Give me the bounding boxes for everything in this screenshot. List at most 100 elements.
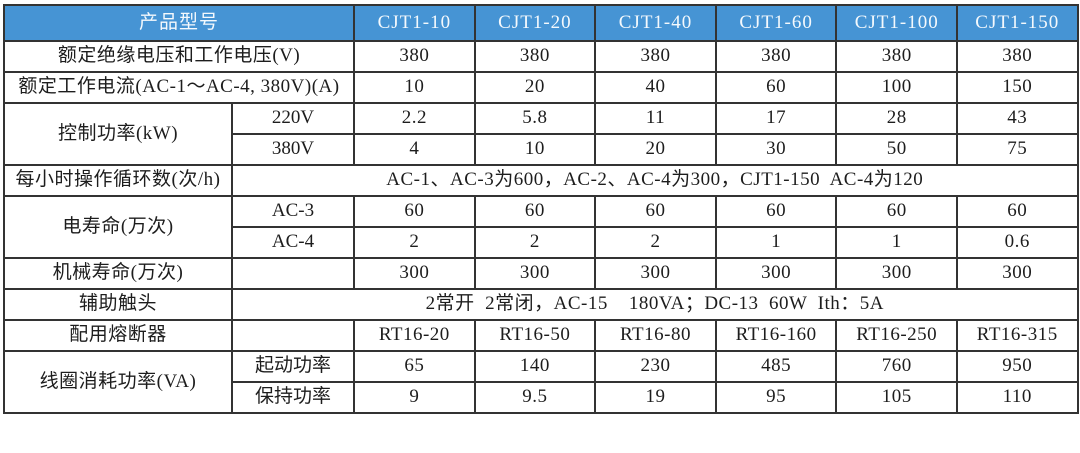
row-label: 辅助触头	[3, 288, 233, 321]
table-row: AC-4 2 2 2 1 1 0.6	[4, 226, 1079, 259]
value-cell: RT16-250	[835, 319, 958, 352]
value-cell: 4	[353, 133, 476, 166]
row-label: 线圈消耗功率(VA)	[3, 350, 233, 414]
value-cell: 300	[473, 257, 597, 290]
value-cell: 300	[835, 257, 958, 290]
value-cell: 380	[594, 40, 717, 73]
table-row: 额定工作电流(AC-1～AC-4, 380V)(A) 10 20 40 60 100 150	[2, 71, 1079, 104]
sub-label: 起动功率	[230, 350, 356, 383]
table-row: 额定绝缘电压和工作电压(V) 380 380 380 380 380 380	[2, 40, 1079, 73]
table-row: 机械寿命(万次) 300 300 300 300 300 300	[3, 257, 1079, 290]
value-cell: 60	[473, 195, 597, 228]
value-cell: 380	[353, 40, 476, 73]
empty-cell	[230, 257, 356, 290]
value-cell: 20	[594, 133, 717, 166]
value-cell: 60	[714, 71, 838, 104]
value-cell: RT16-20	[353, 319, 476, 352]
value-cell: 300	[353, 257, 476, 290]
value-cell: RT16-315	[955, 319, 1079, 352]
value-cell: 9.5	[473, 381, 597, 414]
value-cell: 9	[353, 381, 476, 414]
value-cell: 10	[353, 71, 476, 104]
value-cell: 65	[353, 350, 476, 383]
table-row: 线圈消耗功率(VA) 起动功率 65 140 230 485 760 950	[3, 350, 1079, 414]
value-cell: 60	[594, 195, 717, 228]
table-row: 电寿命(万次) AC-3 60 60 60 60 60 60	[3, 195, 1079, 259]
value-cell: 11	[594, 102, 717, 135]
value-cell: 380	[714, 40, 838, 73]
table-row: 每小时操作循环数(次/h) AC-1、AC-3为600，AC-2、AC-4为300…	[3, 164, 1079, 197]
value-cell: 230	[594, 350, 717, 383]
value-cell: 17	[714, 102, 838, 135]
value-cell: 105	[835, 381, 958, 414]
row-label: 额定绝缘电压和工作电压(V)	[2, 40, 356, 73]
value-cell: 60	[714, 195, 838, 228]
value-cell: 5.8	[473, 102, 597, 135]
value-cell: 950	[955, 350, 1079, 383]
value-cell: RT16-160	[714, 319, 838, 352]
header-model-cell: CJT1-40	[594, 4, 717, 42]
sub-label: AC-4	[230, 226, 356, 259]
value-cell: 19	[594, 381, 717, 414]
value-cell: 380	[955, 40, 1079, 73]
table-row: 控制功率(kW) 220V 2.2 5.8 11 17 28 43	[3, 102, 1079, 166]
header-model-cell: CJT1-60	[714, 4, 838, 42]
value-cell: 380	[835, 40, 958, 73]
value-cell: 75	[955, 133, 1079, 166]
value-cell: 2	[594, 226, 717, 259]
sub-label: 380V	[230, 133, 356, 166]
header-model-cell: CJT1-20	[473, 4, 597, 42]
value-cell: 20	[473, 71, 597, 104]
value-cell: 110	[955, 381, 1079, 414]
value-cell: 150	[955, 71, 1079, 104]
value-cell: 50	[835, 133, 958, 166]
value-cell: 2	[353, 226, 476, 259]
merged-value-cell: 2常开 2常闭，AC-15 180VA；DC-13 60W Ith：5A	[231, 288, 1079, 321]
sub-label: AC-3	[230, 195, 356, 228]
table-row: 辅助触头 2常开 2常闭，AC-15 180VA；DC-13 60W Ith：5A	[3, 288, 1079, 321]
header-product-model-cell: 产品型号	[2, 4, 356, 42]
value-cell: 10	[473, 133, 597, 166]
value-cell: 760	[835, 350, 958, 383]
row-label: 机械寿命(万次)	[3, 257, 233, 290]
value-cell: 43	[955, 102, 1079, 135]
value-cell: 28	[835, 102, 958, 135]
value-cell: 1	[835, 226, 958, 259]
value-cell: 60	[835, 195, 958, 228]
value-cell: RT16-80	[594, 319, 717, 352]
value-cell: 95	[714, 381, 838, 414]
sub-label: 保持功率	[230, 381, 356, 414]
value-cell: 2	[473, 226, 597, 259]
product-spec-table: 产品型号 CJT1-10 CJT1-20 CJT1-40 CJT1-60 CJT1-100…	[2, 4, 1079, 414]
row-label: 控制功率(kW)	[3, 102, 233, 166]
value-cell: 300	[714, 257, 838, 290]
value-cell: 485	[714, 350, 838, 383]
row-label: 配用熔断器	[3, 319, 233, 352]
row-label: 电寿命(万次)	[3, 195, 233, 259]
value-cell: 300	[594, 257, 717, 290]
table-row: 配用熔断器 RT16-20 RT16-50 RT16-80 RT16-160 RT16-2…	[3, 319, 1079, 352]
table-body: 产品型号 CJT1-10 CJT1-20 CJT1-40 CJT1-60 CJT1-100…	[2, 4, 1079, 414]
value-cell: 60	[353, 195, 476, 228]
header-model-cell: CJT1-100	[835, 4, 958, 42]
value-cell: 140	[473, 350, 597, 383]
value-cell: 0.6	[955, 226, 1079, 259]
sub-label: 220V	[230, 102, 356, 135]
merged-value-cell: AC-1、AC-3为600，AC-2、AC-4为300，CJT1-150 AC-…	[231, 164, 1079, 197]
table-header-row: 产品型号 CJT1-10 CJT1-20 CJT1-40 CJT1-60 CJT1-100…	[2, 4, 1079, 42]
value-cell: 30	[714, 133, 838, 166]
value-cell: RT16-50	[473, 319, 597, 352]
value-cell: 60	[955, 195, 1079, 228]
value-cell: 1	[714, 226, 838, 259]
value-cell: 2.2	[353, 102, 476, 135]
value-cell: 100	[835, 71, 958, 104]
table-row: 保持功率 9 9.5 19 95 105 110	[4, 381, 1079, 414]
header-model-cell: CJT1-10	[353, 4, 476, 42]
value-cell: 380	[473, 40, 597, 73]
value-cell: 40	[594, 71, 717, 104]
table-row: 380V 4 10 20 30 50 75	[4, 133, 1079, 166]
empty-cell	[230, 319, 356, 352]
header-model-cell: CJT1-150	[955, 4, 1079, 42]
row-label: 额定工作电流(AC-1～AC-4, 380V)(A)	[2, 71, 356, 104]
value-cell: 300	[955, 257, 1079, 290]
